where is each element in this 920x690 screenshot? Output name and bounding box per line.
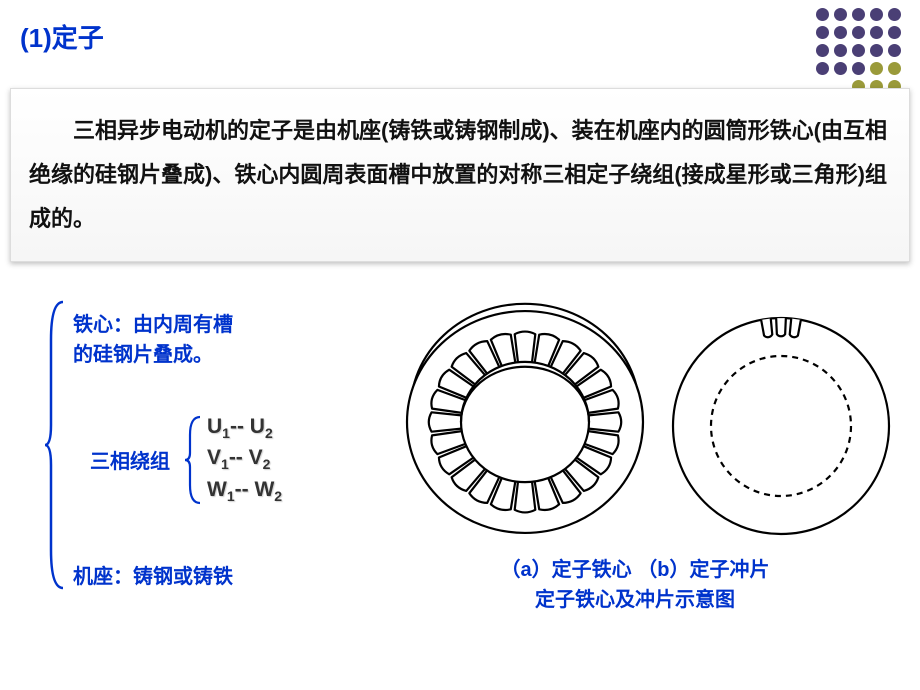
winding-terminals: U1-- U2V1-- V2W1-- W2 (207, 412, 282, 506)
description-paragraph: 三相异步电动机的定子是由机座(铸铁或铸钢制成)、装在机座内的圆筒形铁心(由互相绝… (10, 88, 910, 262)
brace-icon (45, 300, 67, 590)
caption-line1: （a）定子铁心 （b）定子冲片 (501, 559, 770, 581)
page-title: (1)定子 (20, 18, 104, 55)
iron-core-line1: 铁心：由内周有槽 (73, 314, 233, 336)
iron-core-text: 铁心：由内周有槽 的硅钢片叠成。 (73, 310, 233, 370)
stator-sheet-diagram (665, 310, 897, 542)
frame-text: 机座：铸钢或铸铁 (73, 560, 233, 589)
caption-line2: 定子铁心及冲片示意图 (535, 589, 735, 611)
stator-core-diagram (390, 300, 660, 545)
diagram-caption: （a）定子铁心 （b）定子冲片 定子铁心及冲片示意图 (405, 555, 865, 615)
brace-small-icon (185, 415, 203, 505)
winding-label: 三相绕组 (90, 445, 170, 474)
iron-core-line2: 的硅钢片叠成。 (73, 344, 213, 366)
